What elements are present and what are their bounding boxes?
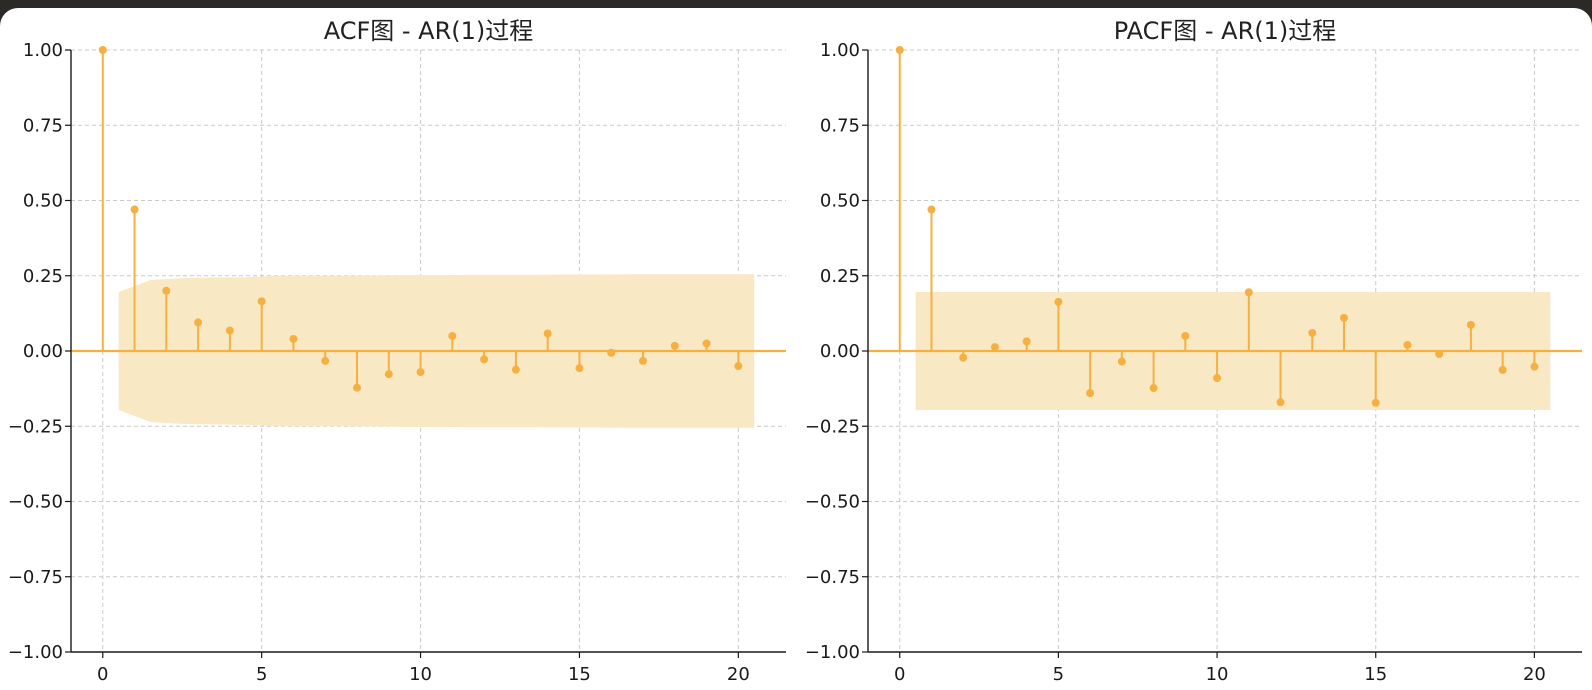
pacf-marker-lag-3 [990,343,999,352]
pacf-marker-lag-14 [1340,313,1348,322]
acf-marker-lag-20 [734,362,743,371]
pacf-y-tick-label: −1.00 [805,642,860,663]
pacf-marker-lag-6 [1086,389,1095,398]
acf-marker-lag-12 [480,355,489,364]
acf-x-tick-label: 15 [568,664,591,685]
pacf-marker-lag-0 [895,46,904,54]
acf-marker-lag-7 [321,356,330,365]
acf-y-tick-label: 1.00 [23,40,63,61]
acf-marker-lag-14 [543,329,552,338]
acf-marker-lag-15 [575,364,584,373]
acf-marker-lag-4 [225,326,234,335]
acf-marker-lag-18 [670,341,679,350]
pacf-marker-lag-18 [1466,320,1475,329]
pacf-marker-lag-10 [1213,374,1222,383]
acf-y-tick-label: 0.00 [23,341,63,362]
pacf-marker-lag-4 [1022,337,1031,346]
acf-marker-lag-0 [98,46,107,54]
acf-y-tick-label: −1.00 [8,642,63,663]
acf-chart-title: ACF图 - AR(1)过程 [324,17,534,45]
pacf-y-tick-label: 0.00 [820,341,860,362]
pacf-y-tick-label: 1.00 [820,40,860,61]
pacf-marker-lag-7 [1117,357,1126,366]
acf-y-tick-label: 0.50 [23,191,63,212]
pacf-y-tick-label: −0.50 [805,492,860,513]
pacf-marker-lag-5 [1054,297,1063,306]
pacf-y-tick-label: 0.50 [820,191,860,212]
acf-y-tick-label: −0.75 [8,567,63,588]
pacf-x-tick-label: 5 [1053,664,1064,685]
acf-x-tick-label: 5 [256,664,267,685]
pacf-y-tick-label: −0.25 [805,416,860,437]
pacf-marker-lag-19 [1498,365,1507,374]
acf-y-tick-label: −0.50 [8,492,63,513]
pacf-x-tick-label: 0 [894,664,905,685]
acf-marker-lag-9 [384,370,393,379]
pacf-y-tick-label: −0.75 [805,567,860,588]
acf-marker-lag-3 [194,318,203,327]
acf-marker-lag-5 [257,297,266,306]
acf-marker-lag-11 [448,331,457,340]
pacf-marker-lag-1 [927,205,936,214]
pacf-chart-title: PACF图 - AR(1)过程 [1114,17,1337,45]
pacf-y-tick-label: 0.25 [820,266,860,287]
pacf-y-tick-label: 0.75 [820,115,860,136]
acf-y-tick-label: 0.25 [23,266,63,287]
figure-canvas: 1.00 0.75 0.50 0.25 0.00 −0.25 −0.50 −0.75 −1.00… [0,8,1592,690]
acf-x-tick-label: 10 [409,664,432,685]
acf-y-tick-label: 0.75 [23,115,63,136]
pacf-marker-lag-20 [1530,362,1539,371]
pacf-marker-lag-2 [959,353,968,362]
pacf-x-tick-label: 20 [1523,664,1546,685]
acf-marker-lag-19 [702,339,711,348]
acf-marker-lag-10 [416,368,425,377]
acf-marker-lag-2 [162,286,171,295]
acf-pacf-figure: 1.00 0.75 0.50 0.25 0.00 −0.25 −0.50 −0.75 −1.00… [8,17,1582,685]
acf-marker-lag-13 [511,365,520,374]
acf-marker-lag-8 [353,383,361,392]
pacf-marker-lag-17 [1435,350,1444,359]
acf-marker-lag-1 [130,205,139,214]
pacf-marker-lag-12 [1276,398,1285,407]
pacf-marker-lag-13 [1308,328,1317,337]
acf-marker-lag-16 [607,348,616,357]
acf-marker-lag-6 [289,334,298,343]
pacf-x-tick-label: 15 [1364,664,1387,685]
pacf-x-tick-label: 10 [1206,664,1229,685]
acf-chart: 1.00 0.75 0.50 0.25 0.00 −0.25 −0.50 −0.75 −1.00… [8,17,786,685]
pacf-marker-lag-15 [1371,398,1380,407]
acf-x-tick-label: 0 [97,664,108,685]
acf-x-tick-label: 20 [727,664,750,685]
acf-marker-lag-17 [639,356,647,365]
pacf-marker-lag-16 [1403,340,1412,349]
pacf-chart: 1.00 0.75 0.50 0.25 0.00 −0.25 −0.50 −0.75 −1.00… [805,17,1582,685]
acf-y-tick-label: −0.25 [8,416,63,437]
pacf-marker-lag-8 [1149,384,1158,393]
pacf-marker-lag-9 [1181,331,1190,340]
pacf-marker-lag-11 [1244,288,1253,297]
